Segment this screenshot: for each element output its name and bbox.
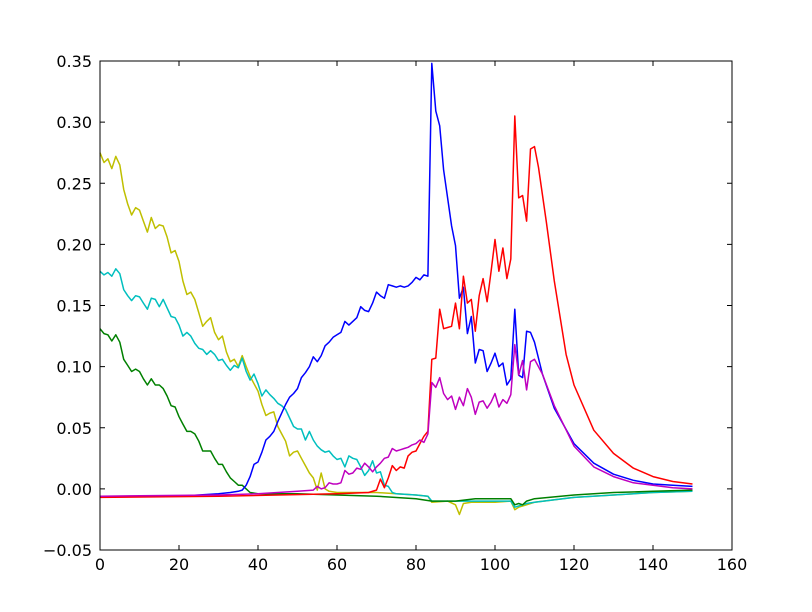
y-tick-label: 0.15	[56, 297, 92, 316]
x-tick-label: 60	[327, 555, 347, 574]
series-line-magenta	[99, 343, 693, 497]
series-line-cyan	[99, 268, 693, 508]
y-tick-label: 0.10	[56, 358, 92, 377]
x-tick-label: 100	[480, 555, 511, 574]
series-layer	[99, 62, 693, 516]
x-tick-label: 20	[169, 555, 189, 574]
y-tick-label: 0.35	[56, 52, 92, 71]
y-tick-label: 0.30	[56, 113, 92, 132]
x-tick-label: 0	[95, 555, 105, 574]
series-line-yellow	[99, 152, 693, 516]
tick-layer: 0 20 40 60 80 100 120 140 160 −0.05 0.00 0.05 0.10 0.…	[43, 52, 747, 574]
y-tick-label: 0.25	[56, 174, 92, 193]
y-tick-label: −0.05	[43, 541, 92, 560]
x-tick-label: 160	[717, 555, 748, 574]
series-line-red	[99, 115, 693, 499]
x-tick-label: 140	[638, 555, 669, 574]
series-line-green	[99, 328, 693, 506]
x-tick-label: 120	[559, 555, 590, 574]
y-tick-label: 0.20	[56, 235, 92, 254]
series-line-blue	[100, 62, 693, 497]
y-tick-label: 0.00	[56, 480, 92, 499]
y-tick-label: 0.05	[56, 419, 92, 438]
x-tick-label: 40	[248, 555, 268, 574]
x-tick-label: 80	[406, 555, 426, 574]
